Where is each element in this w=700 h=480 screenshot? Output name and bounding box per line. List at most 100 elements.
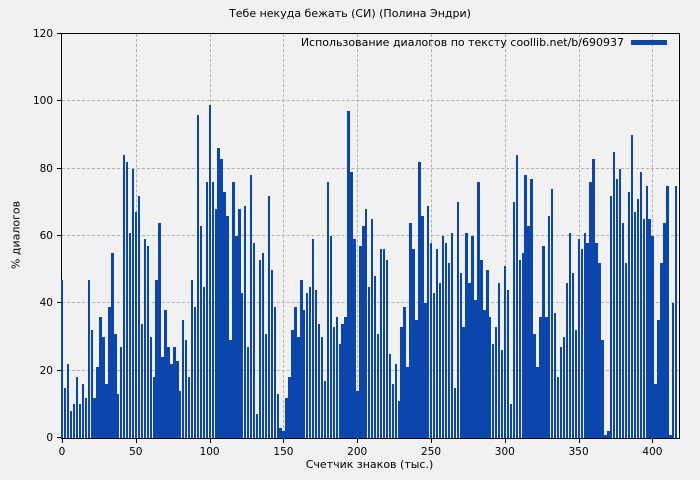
bar [149, 337, 152, 438]
gridline-v [578, 34, 580, 438]
bar [368, 286, 371, 438]
bar [633, 212, 637, 438]
y-tick [57, 167, 62, 169]
bar [152, 377, 155, 438]
bar [471, 236, 474, 438]
bar [618, 168, 622, 438]
bar [524, 175, 527, 438]
bar [75, 377, 79, 438]
bar [72, 404, 76, 438]
bar [571, 273, 575, 438]
bar [610, 195, 613, 438]
y-tick [57, 235, 62, 236]
bar [444, 242, 448, 438]
x-tick [283, 438, 285, 443]
bar [462, 326, 465, 438]
bar [497, 283, 501, 438]
bar [87, 279, 90, 438]
bar [297, 337, 300, 438]
bar [317, 323, 321, 438]
bar [291, 330, 294, 438]
y-tick-label: 0 [46, 432, 53, 444]
gridline-v [357, 34, 359, 438]
bar [238, 209, 241, 438]
bar [489, 316, 492, 438]
bar [170, 363, 173, 438]
bar [167, 347, 170, 438]
bar [353, 239, 356, 438]
bar [137, 195, 141, 438]
bar [456, 202, 459, 438]
y-tick [57, 369, 62, 371]
bar [506, 289, 510, 438]
bar [202, 286, 206, 438]
x-tick-label: 250 [420, 446, 442, 458]
bar [613, 151, 616, 438]
bar [341, 323, 344, 438]
bar [559, 347, 563, 438]
bar [565, 283, 569, 438]
bar [164, 310, 167, 438]
bar [616, 178, 619, 438]
bar [232, 182, 235, 438]
bar [111, 252, 114, 438]
bar [512, 202, 516, 438]
bar [356, 390, 359, 438]
bar [176, 360, 179, 438]
bar [273, 306, 276, 438]
bar [651, 236, 654, 438]
bar [146, 246, 149, 438]
bar [199, 225, 203, 438]
bar [158, 222, 161, 438]
x-tick [431, 438, 433, 443]
bar [131, 168, 135, 438]
bar [326, 182, 330, 438]
bar [459, 273, 462, 438]
y-tick-label: 60 [39, 230, 53, 242]
gridline-h [62, 235, 679, 236]
bar [545, 316, 548, 438]
bar [120, 347, 123, 438]
x-tick-label: 200 [347, 446, 368, 458]
bar [654, 384, 657, 438]
bar [190, 279, 194, 438]
bar [494, 326, 498, 438]
bar [648, 219, 651, 438]
y-tick [57, 302, 62, 304]
bar [385, 259, 389, 438]
bar [435, 249, 439, 438]
bar [630, 135, 634, 438]
bar [376, 333, 380, 438]
bar [279, 427, 282, 438]
x-tick [135, 438, 137, 443]
bar [370, 219, 374, 438]
bar [403, 306, 406, 438]
bar [438, 283, 442, 438]
bar [66, 363, 70, 438]
bar [430, 242, 433, 438]
bar [551, 188, 554, 438]
x-tick-label: 100 [199, 446, 220, 458]
y-tick-label: 120 [32, 28, 53, 40]
bar [639, 172, 642, 438]
bar [515, 155, 519, 438]
bar [453, 387, 457, 438]
gridline-h [62, 369, 679, 371]
bar [108, 306, 111, 438]
bar [645, 185, 648, 438]
y-tick [57, 437, 62, 438]
bar [96, 367, 99, 438]
bar [211, 182, 214, 438]
bar [409, 222, 412, 438]
bar [601, 340, 604, 438]
bar [359, 246, 362, 438]
bar [223, 192, 226, 438]
bar [117, 394, 120, 438]
bar [114, 333, 117, 438]
gridline-h [62, 167, 679, 169]
x-tick [652, 438, 654, 443]
bar [474, 299, 477, 438]
x-tick [357, 438, 359, 443]
bar [500, 350, 504, 438]
bar [527, 225, 530, 438]
